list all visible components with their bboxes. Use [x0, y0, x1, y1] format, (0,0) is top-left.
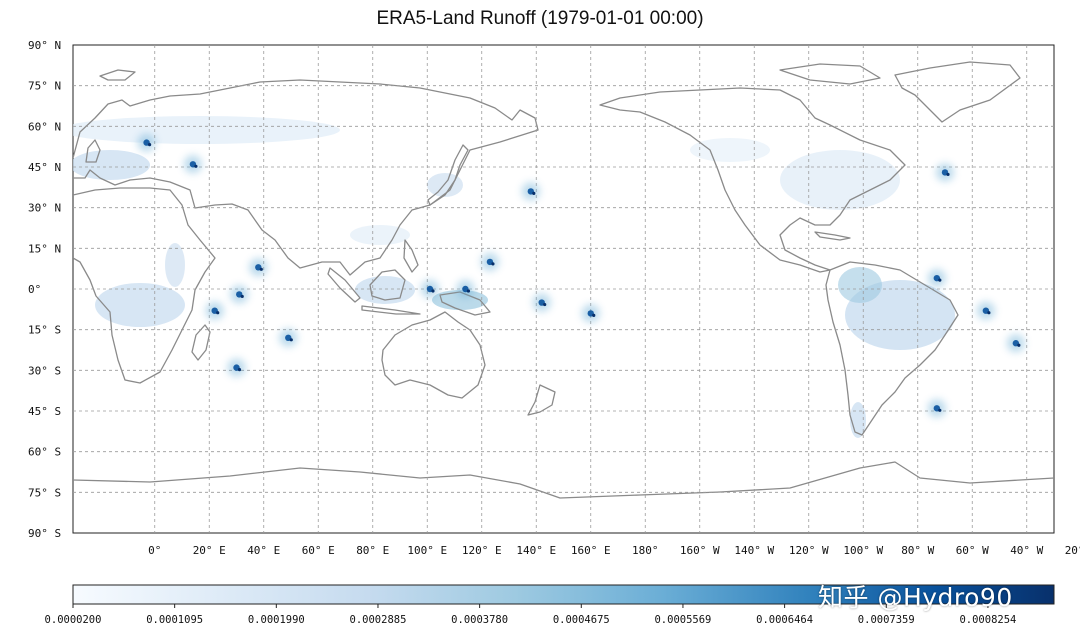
lon-tick-label: 40° E: [247, 544, 280, 557]
gridlines: [73, 45, 1054, 533]
watermark: 知乎 @Hydro90: [818, 583, 1013, 612]
colorbar-tick-label: 0.0008254: [959, 614, 1016, 626]
colorbar-tick-label: 0.0006464: [756, 614, 813, 626]
runoff-hotspots: [137, 133, 1025, 418]
lon-tick-label: 100° E: [407, 544, 447, 557]
colorbar-tick-label: 0.0001990: [248, 614, 305, 626]
lat-tick-label: 45° S: [28, 405, 61, 418]
runoff-hotspot: [183, 155, 202, 174]
lon-tick-label: 120° E: [462, 544, 502, 557]
coastlines: [73, 61, 1054, 499]
longitude-ticks: 0° 20° E 40° E 60° E 80° E 100° E 120° E 140° E…: [148, 544, 1080, 557]
coast-sumatra: [327, 267, 361, 303]
lon-tick-label: 20° W: [1065, 544, 1080, 557]
lon-tick-label: 160° E: [571, 544, 611, 557]
coast-greenland: [894, 61, 1021, 123]
runoff-hotspot: [205, 301, 224, 320]
lon-tick-label: 140° E: [516, 544, 556, 557]
colorbar: [72, 584, 1055, 605]
lon-tick-label: 160° W: [680, 544, 720, 557]
colorbar-tick-label: 0.0000200: [45, 614, 102, 626]
runoff-hotspot: [279, 328, 298, 347]
lon-tick-label: 100° W: [843, 544, 883, 557]
coast-cuba: [814, 231, 851, 241]
lat-tick-label: 15° N: [28, 242, 61, 255]
runoff-hotspot: [456, 280, 475, 298]
lon-tick-label: 80° E: [356, 544, 389, 557]
runoff-hotspot: [532, 293, 551, 312]
runoff-hotspot: [420, 280, 439, 298]
runoff-hotspot: [521, 182, 540, 201]
lat-tick-label: 75° S: [28, 486, 61, 499]
colorbar-tick-label: 0.0007359: [858, 614, 915, 626]
lon-tick-label: 80° W: [901, 544, 934, 557]
lon-tick-label: 60° E: [302, 544, 335, 557]
runoff-hotspot: [581, 304, 600, 323]
runoff-hotspot: [480, 252, 499, 271]
coast-newzealand: [527, 384, 556, 416]
lat-tick-label: 75° N: [28, 80, 61, 93]
lon-tick-label: 40° W: [1010, 544, 1043, 557]
coast-svalbard: [99, 69, 136, 81]
runoff-hotspot: [137, 133, 156, 152]
coast-africa: [73, 187, 216, 384]
coast-madagascar: [191, 324, 211, 361]
lat-tick-label: 60° N: [28, 120, 61, 133]
lon-tick-label: 60° W: [956, 544, 989, 557]
coast-japan: [427, 144, 469, 206]
lat-tick-label: 0°: [28, 283, 41, 296]
runoff-hotspot: [927, 269, 946, 288]
colorbar-tick-label: 0.0005569: [654, 614, 711, 626]
lat-tick-label: 30° N: [28, 202, 61, 215]
coast-java: [361, 305, 421, 315]
colorbar-tick-label: 0.0004675: [553, 614, 610, 626]
colorbar-tick-label: 0.0002885: [350, 614, 407, 626]
coast-antarctica: [73, 461, 1054, 499]
coast-northamerica: [599, 87, 906, 273]
lon-tick-label: 180°: [632, 544, 659, 557]
coast-arctic-islands: [779, 63, 881, 85]
runoff-hotspot: [1006, 334, 1025, 353]
colorbar-tick-label: 0.0001095: [146, 614, 203, 626]
runoff-field: [73, 116, 955, 438]
colorbar-tick-label: 0.0003780: [451, 614, 508, 626]
runoff-hotspot: [249, 258, 268, 277]
coast-borneo: [369, 269, 406, 301]
lat-tick-label: 60° S: [28, 446, 61, 459]
coast-eurasia: [73, 79, 539, 276]
colorbar-ticks: 0.0000200 0.0001095 0.0001990 0.0002885 0.00…: [45, 604, 1016, 626]
lat-tick-label: 90° S: [28, 527, 61, 540]
runoff-hotspot: [927, 399, 946, 418]
map-title: ERA5-Land Runoff (1979-01-01 00:00): [376, 8, 704, 29]
lat-tick-label: 15° S: [28, 324, 61, 337]
runoff-hotspot: [230, 285, 249, 304]
lon-tick-label: 0°: [148, 544, 161, 557]
runoff-hotspot: [936, 163, 954, 182]
lon-tick-label: 140° W: [734, 544, 774, 557]
lon-tick-label: 120° W: [789, 544, 829, 557]
lat-tick-label: 90° N: [28, 39, 61, 52]
lon-tick-label: 20° E: [193, 544, 226, 557]
lat-tick-label: 45° N: [28, 161, 61, 174]
runoff-hotspot: [976, 301, 995, 320]
coast-britain: [85, 139, 101, 163]
runoff-hotspot: [227, 358, 246, 377]
lat-tick-label: 30° S: [28, 364, 61, 377]
coast-southamerica: [825, 261, 959, 436]
latitude-ticks: 90° N 75° N 60° N 45° N 30° N 15° N 0° 15° S 30°…: [28, 39, 61, 540]
